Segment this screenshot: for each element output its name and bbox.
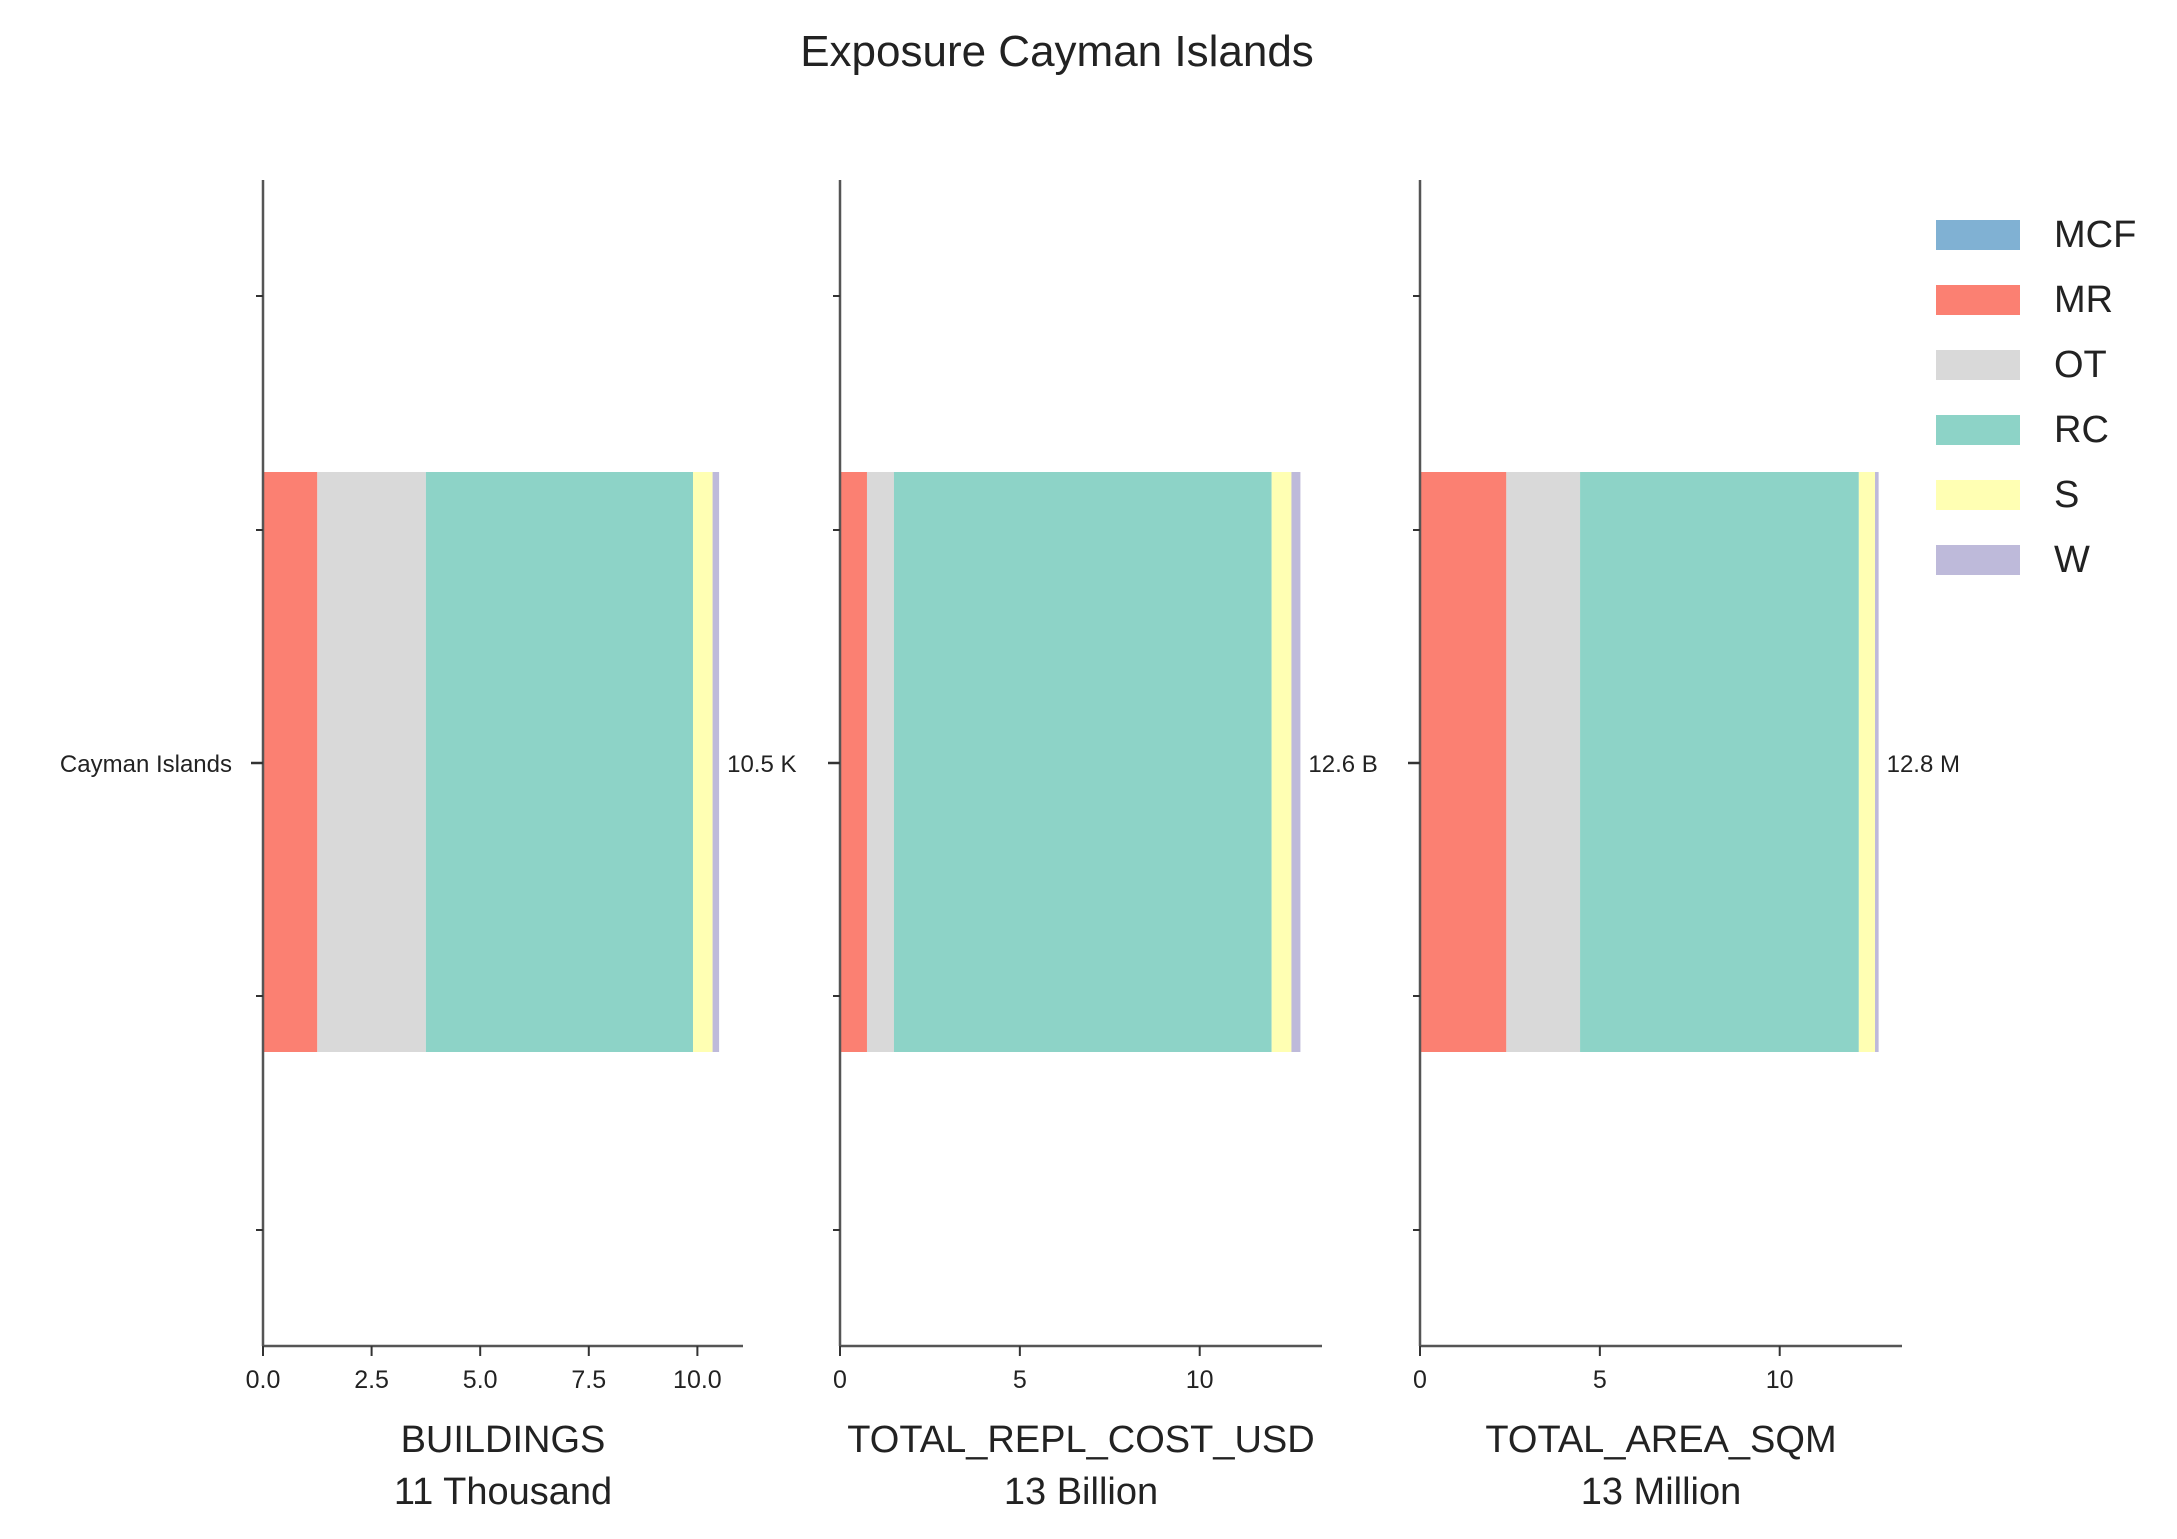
x-tick-label: 7.5 [571,1366,606,1394]
total-label: 12.8 M [1887,751,1960,778]
x-tick-label: 10.0 [673,1366,722,1394]
x-tick-label: 0 [1413,1366,1427,1394]
category-label: Cayman Islands [60,751,232,778]
bar-segment-ot [1506,472,1581,1052]
x-axis-sublabel: 11 Thousand [394,1471,612,1513]
legend-label-ot: OT [2054,344,2107,386]
x-axis-label: TOTAL_REPL_COST_USD [847,1419,1314,1461]
x-tick-label: 2.5 [354,1366,389,1394]
x-tick-label: 5 [1013,1366,1027,1394]
legend-swatch-w [1936,545,2020,575]
legend-swatch-mr [1936,285,2020,315]
bar-segment-s [693,472,713,1052]
bar-segment-w [1875,472,1879,1052]
x-axis-label: BUILDINGS [401,1419,606,1461]
legend-label-mr: MR [2054,279,2113,321]
bar-segment-mr [1420,472,1507,1052]
bar-segment-rc [893,472,1272,1052]
bar-segment-rc [1580,472,1859,1052]
x-axis-label: TOTAL_AREA_SQM [1485,1419,1836,1461]
chart-title: Exposure Cayman Islands [800,27,1314,76]
bar-segment-s [1858,472,1876,1052]
legend-swatch-rc [1936,415,2020,445]
legend-swatch-s [1936,480,2020,510]
x-tick-label: 5.0 [463,1366,498,1394]
bar-segment-rc [425,472,694,1052]
x-tick-label: 10 [1766,1366,1794,1394]
bar-segment-w [712,472,720,1052]
x-tick-label: 0 [833,1366,847,1394]
bar-segment-w [1291,472,1301,1052]
bar-segment-ot [317,472,426,1052]
total-label: 12.6 B [1308,751,1377,778]
x-axis-sublabel: 13 Million [1581,1471,1742,1513]
x-axis-sublabel: 13 Billion [1004,1471,1158,1513]
bar-segment-s [1271,472,1292,1052]
x-tick-label: 0.0 [246,1366,281,1394]
legend-swatch-mcf [1936,220,2020,250]
x-tick-label: 10 [1186,1366,1214,1394]
bar-segment-mr [840,472,867,1052]
bar-segment-ot [866,472,894,1052]
x-tick-label: 5 [1593,1366,1607,1394]
total-label: 10.5 K [727,751,796,778]
legend-label-w: W [2054,539,2090,581]
bar-segment-mr [263,472,318,1052]
legend-swatch-ot [1936,350,2020,380]
legend-label-s: S [2054,474,2079,516]
legend-label-rc: RC [2054,409,2109,451]
legend-label-mcf: MCF [2054,214,2136,256]
